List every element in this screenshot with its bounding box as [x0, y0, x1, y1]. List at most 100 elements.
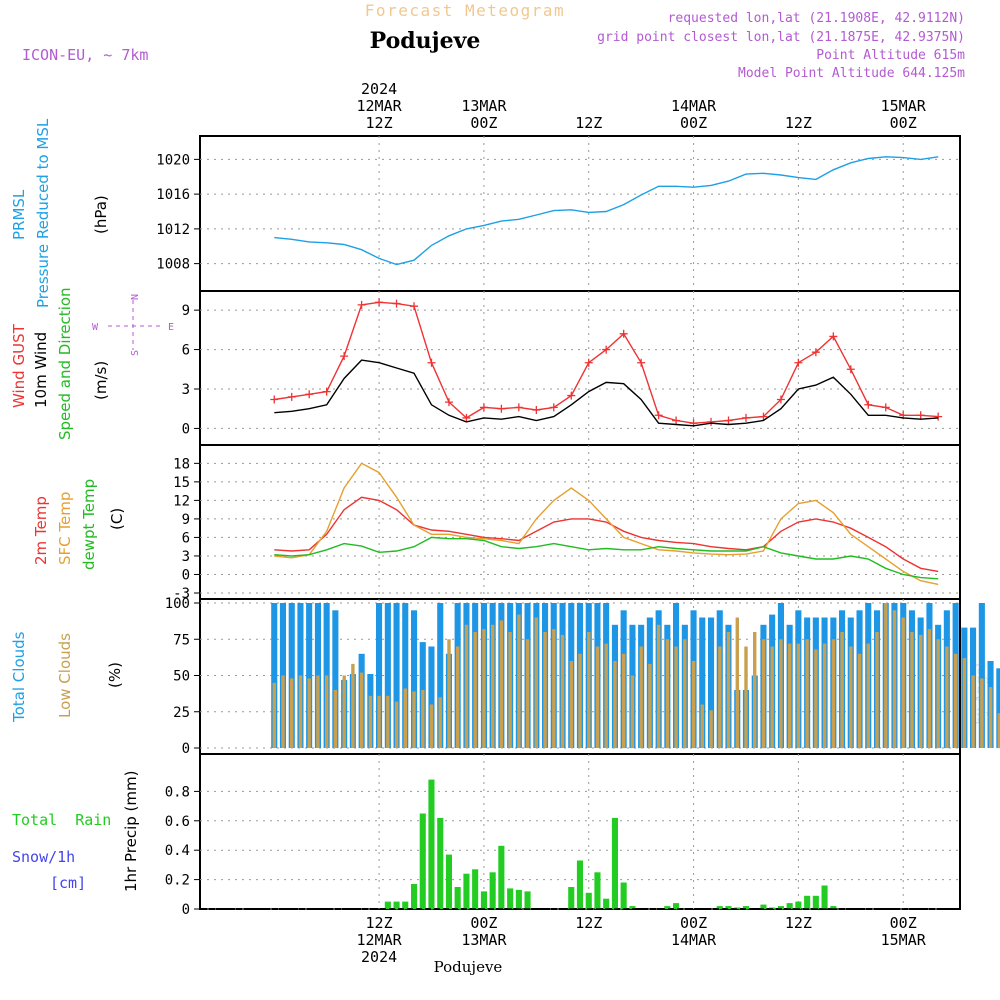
bar-low-clouds — [499, 620, 504, 748]
bar-low-clouds — [962, 658, 967, 748]
compass-west: W — [92, 322, 99, 333]
bar-low-clouds — [796, 643, 801, 748]
bar-low-clouds — [325, 675, 329, 748]
bar-low-clouds — [517, 614, 521, 748]
model-label: ICON-EU, ~ 7km — [22, 46, 148, 64]
gust-marker — [462, 413, 471, 422]
top-time-label: 12Z — [575, 114, 602, 132]
gust-marker — [357, 300, 366, 309]
footer-location: Podujeve — [434, 958, 503, 976]
wind-unit: (m/s) — [92, 361, 110, 400]
y-tick-label: 75 — [173, 632, 190, 648]
y-tick-label: 25 — [173, 705, 190, 721]
bar-low-clouds — [351, 663, 355, 748]
y-tick-label: 6 — [182, 343, 190, 359]
y-tick-label: 50 — [173, 669, 190, 685]
bar-low-clouds — [901, 617, 905, 748]
bar-total-rain — [611, 817, 618, 909]
wind-dir-label: Speed and Direction — [56, 287, 74, 440]
bottom-time-label: 2024 — [361, 948, 397, 966]
bar-total-rain — [786, 903, 793, 909]
gust-marker — [724, 416, 733, 425]
series-line-dewpt-temp — [274, 536, 939, 580]
gust-marker — [654, 411, 663, 420]
bar-low-clouds — [290, 678, 294, 748]
bar-total-rain — [411, 884, 418, 909]
bar-low-clouds — [857, 653, 862, 749]
series-line-sfc-temp — [274, 462, 939, 586]
bar-low-clouds — [543, 632, 547, 748]
gust-marker — [619, 329, 628, 338]
bar-total-rain — [428, 779, 435, 909]
compass-rose: N S W E — [92, 294, 174, 356]
bar-low-clouds — [700, 704, 704, 748]
bar-total-clouds — [332, 610, 339, 749]
gust-marker — [672, 416, 681, 425]
bar-total-rain — [585, 892, 592, 909]
y-tick-label: 3 — [182, 549, 190, 565]
gust-marker — [270, 395, 279, 404]
bar-low-clouds — [525, 639, 530, 749]
snow-unit-label: [cm] — [50, 874, 86, 892]
bar-total-rain — [830, 906, 837, 909]
compass-south: S — [130, 350, 141, 356]
bar-low-clouds — [272, 682, 276, 749]
bar-total-rain — [821, 885, 828, 909]
bottom-time-label: 15MAR — [881, 931, 927, 949]
bar-total-rain — [515, 889, 522, 909]
pressure-unit: (hPa) — [92, 195, 110, 234]
y-tick-label: 1016 — [156, 187, 190, 203]
top-time-label: 12MAR — [357, 97, 403, 115]
temp-2m-label: 2m Temp — [32, 496, 50, 565]
wind-10m-label: 10m Wind — [32, 332, 50, 408]
y-tick-label: 15 — [173, 475, 190, 491]
series-line-2m-temp — [274, 496, 939, 573]
bottom-time-label: 12MAR — [357, 931, 403, 949]
y-tick-label: 1020 — [156, 152, 190, 168]
bottom-time-label: 00Z — [890, 914, 917, 932]
bar-total-clouds — [996, 668, 1000, 749]
bar-low-clouds — [394, 701, 399, 748]
temp-sfc-label: SFC Temp — [56, 492, 74, 565]
bar-low-clouds — [298, 675, 303, 748]
top-time-label: 12Z — [366, 114, 393, 132]
low-clouds-label: Low Clouds — [56, 633, 74, 718]
y-tick-label: 0 — [182, 567, 190, 583]
location-title: Podujeve — [370, 28, 481, 54]
bar-total-rain — [576, 860, 583, 909]
bar-low-clouds — [403, 688, 407, 748]
bar-total-clouds — [376, 603, 383, 748]
bar-total-rain — [498, 845, 505, 909]
bar-low-clouds — [831, 639, 836, 749]
compass-east: E — [168, 322, 174, 333]
bar-low-clouds — [333, 690, 338, 748]
requested-coords: requested lon,lat (21.1908E, 42.9112N) — [668, 11, 965, 26]
series-line-10m-wind — [274, 359, 939, 427]
bar-total-rain — [463, 873, 470, 909]
bar-low-clouds — [552, 629, 556, 748]
bar-low-clouds — [770, 646, 774, 748]
y-tick-label: 1012 — [156, 222, 190, 238]
bar-total-clouds — [288, 603, 295, 748]
bar-low-clouds — [307, 678, 311, 748]
bar-total-clouds — [428, 646, 435, 748]
gust-marker — [811, 348, 820, 357]
bar-low-clouds — [368, 695, 373, 748]
bar-low-clouds — [316, 675, 320, 748]
bar-low-clouds — [779, 639, 783, 749]
y-tick-label: 9 — [182, 303, 190, 319]
bar-low-clouds — [945, 646, 949, 748]
bar-low-clouds — [604, 643, 608, 748]
top-time-label: 00Z — [680, 114, 707, 132]
bar-low-clouds — [639, 646, 643, 748]
gust-marker — [497, 404, 506, 413]
bar-low-clouds — [560, 634, 565, 748]
bar-total-clouds — [402, 603, 409, 748]
bar-total-clouds — [271, 603, 278, 748]
bar-total-rain — [742, 906, 749, 909]
bar-low-clouds — [578, 653, 582, 749]
bar-low-clouds — [508, 632, 512, 748]
bar-low-clouds — [971, 675, 975, 748]
bar-total-rain — [620, 882, 627, 909]
temp-dewpt-label: dewpt Temp — [80, 479, 98, 570]
